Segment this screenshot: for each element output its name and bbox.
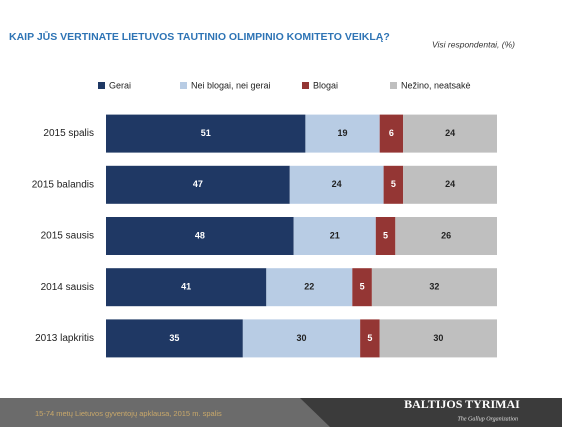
data-label: 24 xyxy=(445,179,455,189)
logo-sub: The Gallup Organization xyxy=(458,416,518,422)
legend-label: Nežino, neatsakė xyxy=(401,80,471,90)
y-tick-label: 2015 sausis xyxy=(41,231,94,242)
bar-segment xyxy=(379,319,497,358)
data-label: 5 xyxy=(360,282,365,292)
bar-segment xyxy=(403,114,497,153)
bar-segment xyxy=(106,165,290,204)
data-label: 35 xyxy=(169,333,179,343)
data-label: 5 xyxy=(367,333,372,343)
data-label: 30 xyxy=(433,333,443,343)
data-label: 48 xyxy=(195,230,205,240)
data-label: 32 xyxy=(429,282,439,292)
legend-swatch xyxy=(98,82,105,89)
data-label: 6 xyxy=(389,128,394,138)
data-label: 51 xyxy=(201,128,211,138)
bar-segment xyxy=(383,165,404,204)
y-tick-label: 2015 balandis xyxy=(32,179,94,190)
bar-segment xyxy=(242,319,361,358)
legend-swatch xyxy=(390,82,397,89)
legend-label: Gerai xyxy=(109,80,131,90)
footer-note: 15-74 metų Lietuvos gyventojų apklausa, … xyxy=(35,409,222,418)
bar-segment xyxy=(352,268,372,307)
bar-segment xyxy=(371,268,497,307)
legend-swatch xyxy=(180,82,187,89)
data-label: 26 xyxy=(441,230,451,240)
y-tick-label: 2013 lapkritis xyxy=(35,333,94,344)
bar-segment xyxy=(395,217,497,255)
data-label: 30 xyxy=(296,333,306,343)
bar-segment xyxy=(106,319,243,358)
data-label: 19 xyxy=(338,128,348,138)
legend-swatch xyxy=(302,82,309,89)
bar-segment xyxy=(375,217,396,255)
footer-wedge xyxy=(0,398,330,427)
data-label: 41 xyxy=(181,282,191,292)
bar-segment xyxy=(403,165,497,204)
bar-segment xyxy=(266,268,353,307)
bar-segment xyxy=(289,165,384,204)
y-tick-label: 2015 spalis xyxy=(43,128,94,139)
data-label: 21 xyxy=(330,230,340,240)
data-label: 22 xyxy=(304,282,314,292)
data-label: 5 xyxy=(383,230,388,240)
data-label: 24 xyxy=(445,128,455,138)
bar-segment xyxy=(360,319,380,358)
legend-label: Blogai xyxy=(313,80,338,90)
y-tick-label: 2014 sausis xyxy=(41,282,94,293)
bar-segment xyxy=(305,114,380,153)
chart-subtitle: Visi respondentai, (%) xyxy=(432,39,515,49)
bar-segment xyxy=(106,268,267,307)
logo: BALTIJOS TYRIMAI xyxy=(404,397,520,411)
bar-segment xyxy=(106,114,306,153)
data-label: 47 xyxy=(193,179,203,189)
data-label: 24 xyxy=(332,179,342,189)
bar-segment xyxy=(379,114,404,153)
bar-segment xyxy=(106,217,294,255)
legend-label: Nei blogai, nei gerai xyxy=(191,80,271,90)
chart-title: KAIP JŪS VERTINATE LIETUVOS TAUTINIO OLI… xyxy=(9,31,390,43)
bar-segment xyxy=(293,217,376,255)
data-label: 5 xyxy=(391,179,396,189)
